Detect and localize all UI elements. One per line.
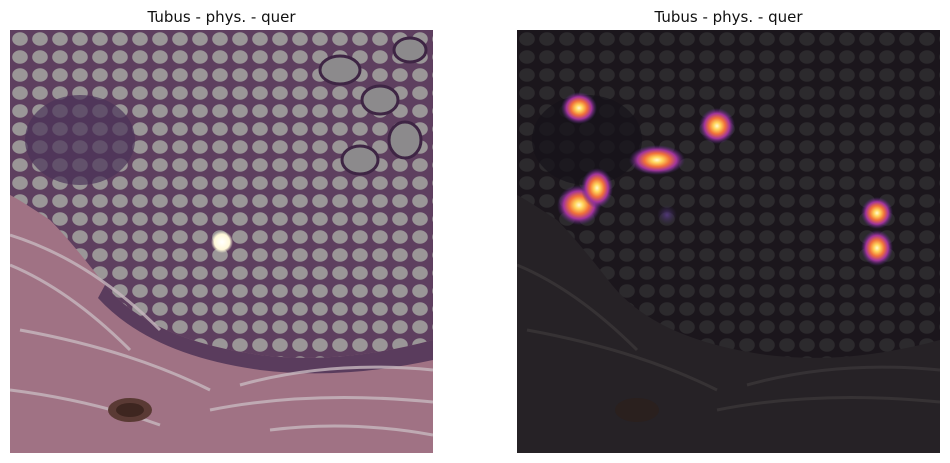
heatmap-svg <box>517 30 940 453</box>
heat-spot <box>699 108 735 144</box>
histology-image <box>10 30 433 453</box>
highlight-spot <box>211 231 233 253</box>
heat-spot <box>561 92 597 124</box>
heatmap-image <box>517 30 940 453</box>
heat-spots <box>557 92 893 266</box>
left-panel-title: Tubus - phys. - quer <box>147 8 296 26</box>
heat-spot <box>861 230 893 266</box>
heat-spot <box>629 145 685 175</box>
right-panel-title: Tubus - phys. - quer <box>654 8 803 26</box>
histology-svg <box>10 30 433 453</box>
heat-spot <box>581 168 613 208</box>
heat-spot <box>861 197 893 229</box>
heat-spot <box>657 205 677 225</box>
